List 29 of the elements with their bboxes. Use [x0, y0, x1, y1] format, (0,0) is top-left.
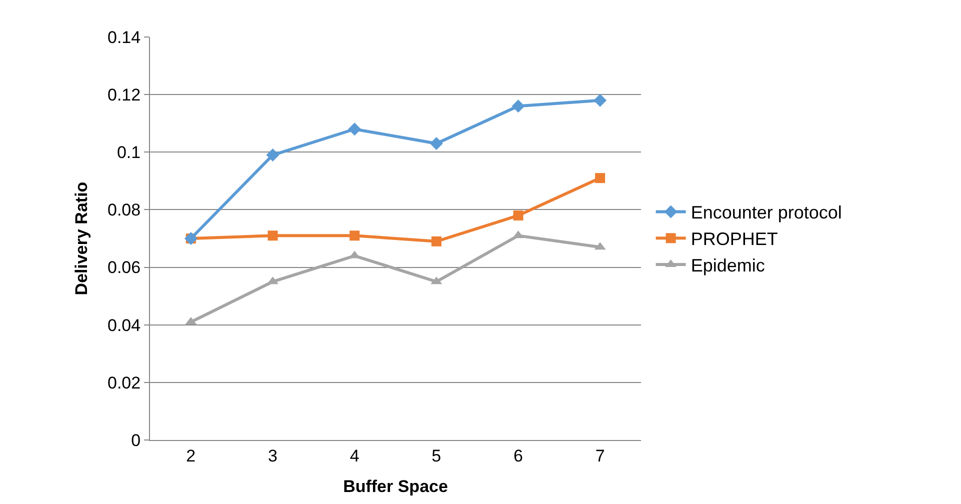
y-tick-label: 0.1: [116, 143, 141, 162]
x-tick-label: 2: [186, 446, 196, 466]
y-tick-label: 0.06: [108, 258, 141, 278]
x-tick-label: 3: [268, 446, 278, 466]
point: [512, 100, 525, 113]
y-tick-label: 0.04: [108, 316, 141, 335]
y-axis-title: Delivery Ratio: [72, 182, 92, 296]
legend-label: PROPHET: [690, 229, 778, 250]
x-tick-label: 7: [595, 446, 605, 466]
point: [513, 210, 524, 220]
y-tick-label: 0.02: [108, 373, 141, 392]
point: [350, 230, 360, 241]
x-tick-label: 5: [432, 446, 442, 466]
y-tick-label: 0.08: [108, 200, 141, 220]
y-tick-label: 0: [131, 430, 141, 450]
point: [595, 173, 606, 184]
legend-label: Encounter protocol: [690, 202, 842, 223]
y-tick-label: 0.12: [108, 86, 141, 105]
y-tick-label: 0.14: [108, 28, 141, 47]
point: [266, 148, 280, 162]
point: [430, 137, 443, 150]
point: [431, 236, 442, 246]
x-tick-label: 6: [514, 446, 523, 466]
point: [594, 94, 607, 107]
x-tick-label: 4: [350, 446, 360, 466]
point: [348, 122, 362, 136]
legend-label: Epidemic: [690, 256, 765, 276]
point: [268, 230, 278, 241]
x-axis-title: Buffer Space: [343, 476, 448, 496]
